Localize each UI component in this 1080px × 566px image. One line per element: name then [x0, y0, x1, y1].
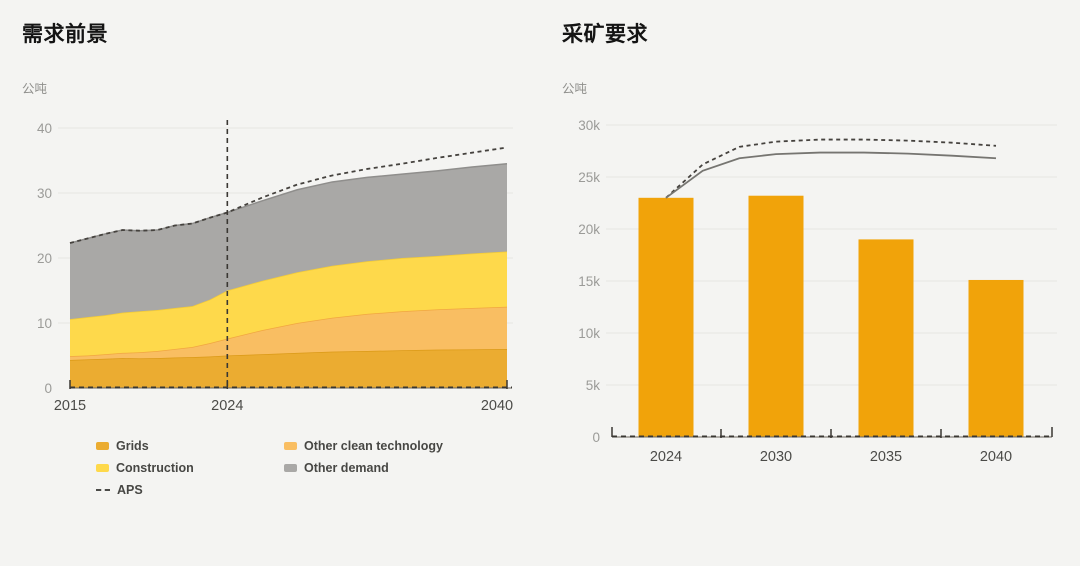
- other-clean-technology-swatch-icon: [284, 442, 297, 450]
- svg-text:40: 40: [37, 121, 52, 136]
- svg-text:20k: 20k: [578, 222, 600, 237]
- svg-text:2024: 2024: [211, 398, 243, 414]
- legend-item-construction: Construction: [96, 461, 284, 475]
- svg-text:2040: 2040: [980, 449, 1012, 465]
- legend-item-grids: Grids: [96, 439, 284, 453]
- legend-label: Other demand: [304, 461, 389, 475]
- legend-item-other-demand: Other demand: [284, 461, 443, 475]
- legend-label: APS: [117, 483, 143, 497]
- legend-item-aps: APS: [96, 483, 284, 497]
- legend-label: Other clean technology: [304, 439, 443, 453]
- grids-swatch-icon: [96, 442, 109, 450]
- svg-text:30: 30: [37, 186, 52, 201]
- svg-text:10: 10: [37, 316, 52, 331]
- svg-text:5k: 5k: [586, 378, 601, 393]
- unit-label: 公吨: [562, 82, 588, 96]
- bar-chart-canvas: 0 5k 10k 15k 20k 25k 30k 2024 2030 2035 2040: [578, 118, 1057, 465]
- legend: Grids Other clean technology Constructio…: [96, 439, 443, 497]
- chart-title: 需求前景: [22, 23, 108, 46]
- svg-text:30k: 30k: [578, 118, 600, 133]
- svg-text:2035: 2035: [870, 449, 902, 465]
- svg-text:2030: 2030: [760, 449, 792, 465]
- demand-outlook-chart: 需求前景 公吨 0 10 20 30 40 2015 2024 2040 Grids Othe…: [22, 23, 513, 497]
- legend-label: Grids: [116, 439, 149, 453]
- svg-text:25k: 25k: [578, 170, 600, 185]
- legend-item-other-clean-technology: Other clean technology: [284, 439, 443, 453]
- svg-text:15k: 15k: [578, 274, 600, 289]
- construction-swatch-icon: [96, 464, 109, 472]
- other-demand-swatch-icon: [284, 464, 297, 472]
- svg-text:2040: 2040: [481, 398, 513, 414]
- chart-title: 采矿要求: [562, 23, 648, 46]
- unit-label: 公吨: [22, 82, 48, 96]
- dashed-line-icon: [96, 489, 110, 491]
- svg-text:0: 0: [592, 430, 600, 445]
- svg-text:2015: 2015: [54, 398, 86, 414]
- area-chart-canvas: 0 10 20 30 40 2015 2024 2040: [37, 120, 513, 414]
- svg-text:10k: 10k: [578, 326, 600, 341]
- svg-text:2024: 2024: [650, 449, 682, 465]
- svg-text:0: 0: [44, 381, 52, 396]
- mining-requirements-chart: 采矿要求 公吨 0 5k 10k 15k 20k 25k 30k 2024 2030 2035 20…: [540, 0, 1080, 566]
- svg-text:20: 20: [37, 251, 52, 266]
- legend-label: Construction: [116, 461, 194, 475]
